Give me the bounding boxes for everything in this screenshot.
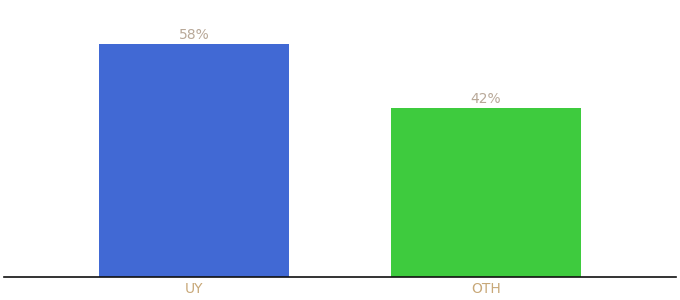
- Text: 58%: 58%: [179, 28, 209, 42]
- Bar: [391, 109, 581, 277]
- Bar: [99, 44, 289, 277]
- Text: 42%: 42%: [471, 92, 501, 106]
